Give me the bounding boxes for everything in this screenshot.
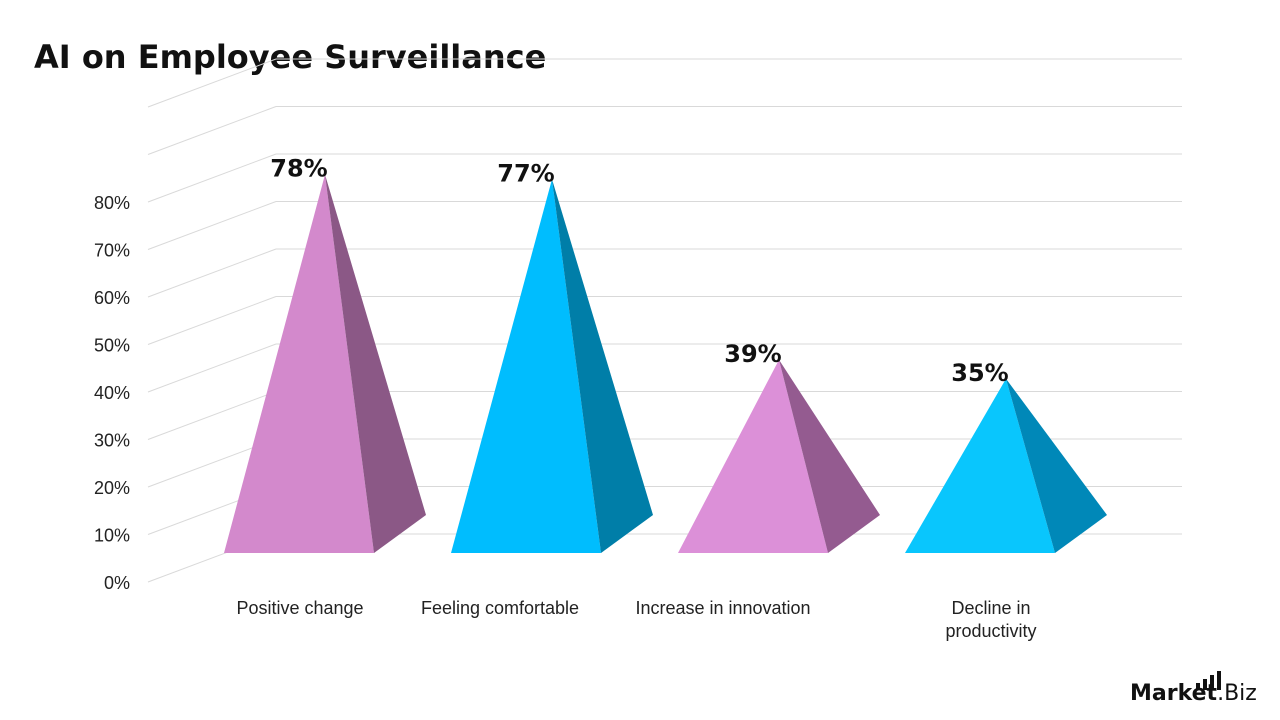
y-tick-label: 80% — [94, 193, 130, 213]
chart-title: AI on Employee Surveillance — [34, 38, 547, 76]
gridline-floor — [147, 106, 277, 155]
gridline-floor — [147, 248, 277, 298]
pyramid-side — [552, 179, 653, 553]
category-label: productivity — [945, 621, 1036, 641]
pyramid-front — [678, 359, 828, 553]
gridline-floor — [147, 201, 277, 250]
gridline-floor — [147, 58, 277, 108]
category-label: Decline in — [951, 598, 1030, 618]
y-tick-label: 70% — [94, 241, 130, 261]
y-tick-label: 40% — [94, 383, 130, 403]
y-tick-label: 20% — [94, 478, 130, 498]
logo-bars-icon — [1196, 670, 1232, 690]
y-axis-ticks: 0% 10% 20% 30% 40% 50% 60% 70% 80% — [94, 193, 130, 593]
data-label: 35% — [951, 359, 1008, 387]
y-tick-label: 10% — [94, 526, 130, 546]
gridlines — [147, 58, 1182, 583]
data-label: 77% — [497, 159, 554, 187]
pyramid-side — [1006, 378, 1107, 553]
y-tick-label: 0% — [104, 573, 130, 593]
category-label: Feeling comfortable — [421, 598, 579, 618]
pyramid-front — [451, 179, 601, 553]
category-label: Positive change — [236, 598, 363, 618]
gridline-floor — [147, 391, 277, 440]
brand-logo: Market.Biz — [1130, 670, 1260, 710]
data-labels: 78% 77% 39% 35% — [270, 155, 1008, 387]
data-label: 39% — [724, 340, 781, 368]
gridline-floor — [147, 343, 277, 393]
y-tick-label: 60% — [94, 288, 130, 308]
pyramid-front — [905, 378, 1055, 553]
pyramids — [224, 174, 1107, 553]
gridline-floor — [147, 296, 277, 345]
data-label: 78% — [270, 155, 327, 183]
gridline-floor — [147, 153, 277, 203]
category-labels: Positive change Feeling comfortable Increa… — [236, 598, 1036, 641]
pyramid-side — [779, 359, 880, 553]
pyramid-front — [224, 174, 374, 553]
y-tick-label: 50% — [94, 336, 130, 356]
pyramid-side — [325, 174, 426, 553]
category-label: Increase in innovation — [635, 598, 810, 618]
y-tick-label: 30% — [94, 431, 130, 451]
brand-name: Market.Biz — [1130, 681, 1257, 706]
